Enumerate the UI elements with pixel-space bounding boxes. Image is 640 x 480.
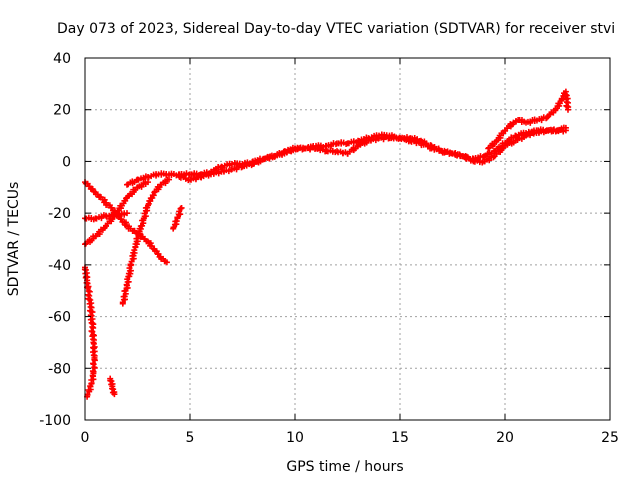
data-point: [124, 210, 130, 217]
data-point-sample: [91, 364, 98, 371]
y-tick-label: 40: [53, 51, 71, 67]
data-point: [111, 391, 118, 398]
y-axis-label: SDTVAR / TECUs: [6, 182, 22, 297]
x-tick-label: 15: [391, 430, 409, 446]
data-point-sample: [88, 312, 95, 319]
x-tick-label: 10: [286, 430, 304, 446]
y-tick-label: -20: [48, 206, 71, 222]
data-point: [166, 176, 172, 183]
y-tick-label: -40: [48, 258, 71, 274]
x-tick-label: 5: [186, 430, 195, 446]
x-tick-label: 0: [81, 430, 90, 446]
data-point-sample: [90, 324, 97, 331]
x-tick-label: 25: [601, 430, 619, 446]
data-point-sample: [89, 309, 96, 316]
data-layer: [81, 88, 572, 400]
data-point: [163, 259, 170, 266]
x-tick-label: 20: [496, 430, 514, 446]
x-axis-label: GPS time / hours: [286, 459, 403, 475]
y-tick-label: -80: [48, 361, 71, 377]
y-tick-label: -100: [39, 413, 71, 429]
data-point-sample: [563, 96, 570, 103]
data-point-sample: [89, 333, 96, 340]
y-tick-label: -60: [48, 310, 71, 326]
data-point-sample: [87, 316, 94, 323]
data-point: [178, 204, 185, 211]
y-tick-label: 20: [53, 103, 71, 119]
data-point: [562, 127, 569, 134]
plot-frame: [84, 57, 611, 421]
grid: [85, 58, 610, 420]
data-point-sample: [90, 349, 97, 356]
chart-title: Day 073 of 2023, Sidereal Day-to-day VTE…: [57, 21, 615, 37]
data-point-sample: [84, 284, 91, 291]
data-point-sample: [86, 300, 93, 307]
data-point-sample: [91, 357, 98, 364]
data-point: [565, 106, 571, 113]
y-tick-label: 0: [62, 154, 71, 170]
data-point: [145, 179, 151, 186]
ticks: 0 5 10 15 20 25 -100 -80 -60 -40 -20 0 20 40: [39, 51, 619, 446]
data-point-sample: [90, 345, 97, 352]
